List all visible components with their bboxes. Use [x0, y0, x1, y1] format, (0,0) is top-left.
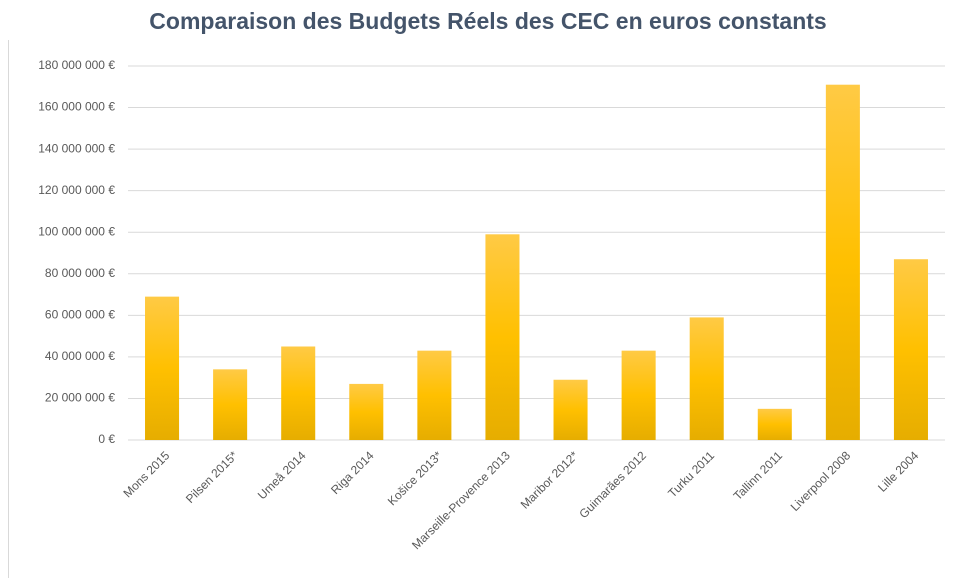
- bar: [825, 84, 860, 440]
- y-tick-label: 140 000 000 €: [38, 141, 115, 155]
- x-tick-label: Guimarães 2012: [576, 448, 649, 521]
- x-tick-label: Riga 2014: [328, 448, 377, 497]
- x-tick-label: Mons 2015: [121, 448, 173, 500]
- y-tick-label: 180 000 000 €: [38, 58, 115, 72]
- x-tick-label: Umeå 2014: [255, 448, 309, 502]
- x-tick-label: Pilsen 2015*: [183, 448, 241, 506]
- bar: [485, 234, 520, 440]
- x-tick-label: Košice 2013*: [385, 448, 445, 508]
- bar: [893, 259, 928, 440]
- bar: [213, 369, 248, 440]
- y-tick-label: 0 €: [98, 432, 115, 446]
- bar: [689, 317, 724, 440]
- bar: [553, 379, 588, 440]
- y-tick-label: 40 000 000 €: [45, 349, 115, 363]
- y-tick-label: 160 000 000 €: [38, 100, 115, 114]
- bar: [757, 408, 792, 440]
- x-tick-label: Liverpool 2008: [788, 448, 854, 514]
- bar: [417, 350, 452, 440]
- bar: [281, 346, 316, 440]
- y-tick-label: 80 000 000 €: [45, 266, 115, 280]
- x-tick-label: Turku 2011: [665, 448, 717, 500]
- y-tick-label: 120 000 000 €: [38, 183, 115, 197]
- bar: [145, 296, 180, 440]
- bar: [349, 383, 384, 440]
- bar: [621, 350, 656, 440]
- y-tick-label: 60 000 000 €: [45, 308, 115, 322]
- y-tick-label: 20 000 000 €: [45, 391, 115, 405]
- x-tick-label: Lille 2004: [875, 448, 921, 494]
- chart-title: Comparaison des Budgets Réels des CEC en…: [149, 8, 826, 34]
- y-tick-label: 100 000 000 €: [38, 224, 115, 238]
- x-tick-label: Maribor 2012*: [518, 448, 581, 511]
- x-tick-label: Tallinn 2011: [731, 448, 786, 503]
